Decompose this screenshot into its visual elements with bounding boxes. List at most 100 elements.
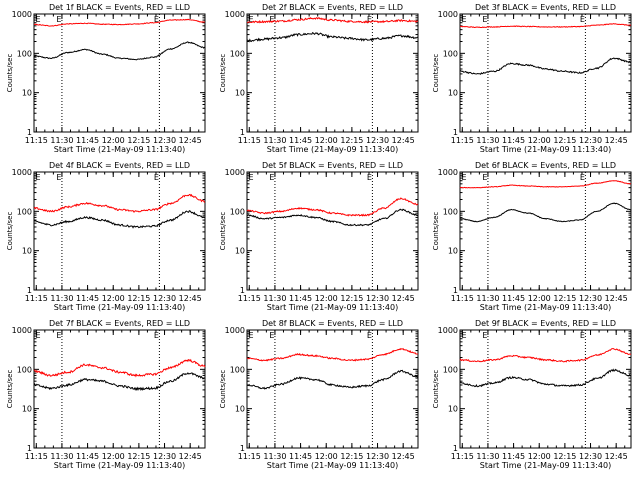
plot-frame xyxy=(33,13,206,133)
y-tick-label: 100 xyxy=(230,365,245,374)
edge-marker: E xyxy=(154,173,159,182)
edge-marker: E xyxy=(580,331,585,340)
x-tick-label: 12:30 xyxy=(579,294,602,303)
series-events-line xyxy=(459,368,632,388)
edge-marker: E xyxy=(367,15,372,24)
y-tick-label: 1000 xyxy=(225,326,245,335)
x-tick-label: 12:00 xyxy=(528,136,551,145)
y-tick-label: 100 xyxy=(443,207,458,216)
edge-marker: E xyxy=(461,331,466,340)
x-tick-label: 11:45 xyxy=(289,136,312,145)
y-tick-label: 10 xyxy=(22,89,32,98)
series-events-line xyxy=(33,210,206,229)
x-tick-label: 11:30 xyxy=(263,136,286,145)
plot-frame xyxy=(33,329,206,449)
panel-1: Det 1f BLACK = Events, RED = LLD 1 10 100 10… xyxy=(6,3,206,154)
series-events-line xyxy=(33,41,206,61)
y-axis-label: Counts/sec xyxy=(219,212,227,251)
x-tick-label: 12:45 xyxy=(605,136,628,145)
edge-marker: E xyxy=(482,331,487,340)
y-tick-label: 10 xyxy=(235,247,245,256)
x-axis-label: Start Time (21-May-09 11:13:40) xyxy=(480,145,611,154)
y-tick-label: 10 xyxy=(22,247,32,256)
x-tick-label: 11:15 xyxy=(451,452,474,461)
series-events-line xyxy=(459,57,632,75)
panel-title: Det 9f BLACK = Events, RED = LLD xyxy=(475,319,616,328)
y-tick-label: 1 xyxy=(453,128,458,137)
panel-title: Det 7f BLACK = Events, RED = LLD xyxy=(49,319,190,328)
edge-marker: E xyxy=(482,173,487,182)
edge-marker: E xyxy=(56,331,61,340)
x-tick-label: 11:30 xyxy=(476,294,499,303)
edge-marker: E xyxy=(367,173,372,182)
edge-marker: E xyxy=(35,173,40,182)
y-tick-label: 1 xyxy=(240,444,245,453)
series-lld-line xyxy=(459,347,632,363)
x-tick-label: 11:45 xyxy=(289,294,312,303)
plot-frame xyxy=(33,171,206,291)
panel-title: Det 1f BLACK = Events, RED = LLD xyxy=(49,3,190,12)
x-tick-label: 11:45 xyxy=(502,136,525,145)
x-tick-label: 12:00 xyxy=(102,136,125,145)
x-tick-label: 11:30 xyxy=(263,452,286,461)
series-events-line xyxy=(246,369,419,390)
x-tick-label: 12:15 xyxy=(127,452,150,461)
edge-marker: E xyxy=(482,15,487,24)
x-tick-label: 12:15 xyxy=(553,136,576,145)
plot-frame xyxy=(246,13,419,133)
x-tick-label: 11:45 xyxy=(289,452,312,461)
panel-7: Det 7f BLACK = Events, RED = LLD 1 10 100 10… xyxy=(6,319,206,470)
edge-marker: E xyxy=(56,173,61,182)
x-tick-label: 11:45 xyxy=(502,294,525,303)
x-axis-label: Start Time (21-May-09 11:13:40) xyxy=(267,303,398,312)
x-tick-label: 12:45 xyxy=(179,136,202,145)
y-axis-label: Counts/sec xyxy=(219,370,227,409)
x-axis-label: Start Time (21-May-09 11:13:40) xyxy=(267,461,398,470)
x-tick-label: 11:15 xyxy=(238,136,261,145)
panel-title: Det 8f BLACK = Events, RED = LLD xyxy=(262,319,403,328)
edge-marker: E xyxy=(56,15,61,24)
y-axis-label: Counts/sec xyxy=(219,54,227,93)
x-tick-label: 12:30 xyxy=(579,136,602,145)
x-axis-label: Start Time (21-May-09 11:13:40) xyxy=(480,303,611,312)
panel-title: Det 5f BLACK = Events, RED = LLD xyxy=(262,161,403,170)
x-axis-label: Start Time (21-May-09 11:13:40) xyxy=(480,461,611,470)
x-tick-label: 11:30 xyxy=(476,452,499,461)
x-tick-label: 12:15 xyxy=(127,294,150,303)
y-tick-label: 1 xyxy=(27,128,32,137)
x-tick-label: 12:15 xyxy=(553,294,576,303)
x-tick-label: 12:45 xyxy=(605,452,628,461)
x-tick-label: 11:30 xyxy=(50,294,73,303)
y-tick-label: 100 xyxy=(230,207,245,216)
panel-6: Det 6f BLACK = Events, RED = LLD 1 10 100 10… xyxy=(432,161,632,312)
x-tick-label: 12:00 xyxy=(315,136,338,145)
x-tick-label: 11:45 xyxy=(76,136,99,145)
x-tick-label: 11:15 xyxy=(451,136,474,145)
series-lld-line xyxy=(246,197,419,217)
y-axis-label: Counts/sec xyxy=(6,212,14,251)
y-axis-label: Counts/sec xyxy=(6,370,14,409)
y-tick-label: 10 xyxy=(235,405,245,414)
x-tick-label: 12:15 xyxy=(340,136,363,145)
y-tick-label: 1000 xyxy=(12,326,32,335)
plot-frame xyxy=(246,329,419,449)
edge-marker: E xyxy=(269,331,274,340)
x-tick-label: 12:30 xyxy=(579,452,602,461)
panel-title: Det 4f BLACK = Events, RED = LLD xyxy=(49,161,190,170)
panel-2: Det 2f BLACK = Events, RED = LLD 1 10 100 10… xyxy=(219,3,419,154)
plot-frame xyxy=(459,13,632,133)
panel-8: Det 8f BLACK = Events, RED = LLD 1 10 100 10… xyxy=(219,319,419,470)
y-tick-label: 1000 xyxy=(438,168,458,177)
panel-9: Det 9f BLACK = Events, RED = LLD 1 10 100 10… xyxy=(432,319,632,470)
edge-marker: E xyxy=(580,15,585,24)
x-axis-label: Start Time (21-May-09 11:13:40) xyxy=(54,303,185,312)
series-lld-line xyxy=(459,23,632,29)
y-tick-label: 1 xyxy=(240,286,245,295)
x-tick-label: 11:45 xyxy=(76,452,99,461)
x-tick-label: 12:30 xyxy=(366,294,389,303)
edge-marker: E xyxy=(367,331,372,340)
y-tick-label: 1 xyxy=(240,128,245,137)
panel-title: Det 2f BLACK = Events, RED = LLD xyxy=(262,3,403,12)
